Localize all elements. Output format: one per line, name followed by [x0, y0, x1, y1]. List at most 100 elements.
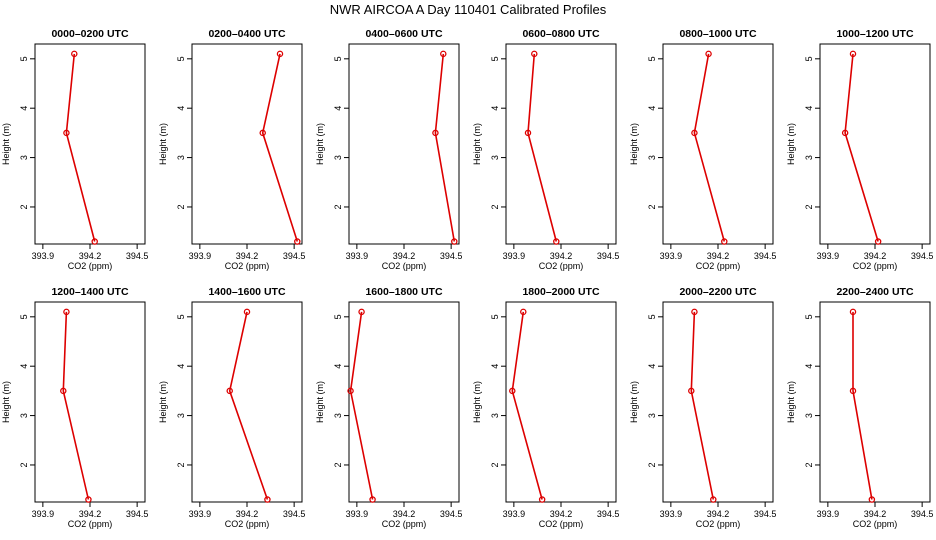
data-point: [226, 387, 233, 395]
y-tick-label: 2: [19, 204, 29, 209]
data-point: [553, 238, 560, 245]
x-axis-label: CO2 (ppm): [382, 519, 427, 529]
panel-title: 0000–0200 UTC: [51, 28, 128, 40]
x-tick-label: 393.9: [503, 251, 526, 261]
data-point: [874, 238, 882, 245]
data-point: [524, 129, 532, 137]
y-tick-label: 5: [176, 314, 186, 319]
x-tick-label: 394.2: [707, 509, 730, 519]
profile-line: [261, 53, 299, 242]
x-tick-label: 394.5: [754, 251, 777, 261]
profile-line: [434, 53, 456, 242]
profile-panel: 0200–0400 UTC 393.9 394.2 394.5 CO2 (ppm) 2 3 4…: [158, 28, 305, 271]
plot-frame: [662, 43, 774, 245]
figure-title: NWR AIRCOA A Day 110401 Calibrated Profi…: [330, 2, 607, 17]
panel-title: 2200–2400 UTC: [836, 286, 913, 298]
x-axis-label: CO2 (ppm): [696, 519, 741, 529]
x-axis-label: CO2 (ppm): [696, 261, 741, 271]
x-tick-label: 394.2: [550, 509, 573, 519]
y-axis-label: Height (m): [1, 123, 11, 165]
y-axis-label: Height (m): [158, 381, 168, 423]
profile-panel: 2000–2200 UTC 393.9 394.2 394.5 CO2 (ppm) 2 3 4…: [629, 286, 776, 529]
data-point: [432, 129, 439, 137]
y-tick-label: 3: [176, 155, 186, 160]
data-point: [520, 308, 527, 316]
y-tick-label: 3: [19, 413, 29, 418]
panel-title: 0200–0400 UTC: [208, 28, 285, 40]
x-tick-label: 394.2: [864, 509, 887, 519]
x-tick-label: 394.2: [864, 251, 887, 261]
x-tick-label: 393.9: [346, 251, 369, 261]
y-axis-label: Height (m): [315, 123, 325, 165]
y-tick-label: 4: [647, 106, 657, 111]
y-tick-label: 3: [647, 413, 657, 418]
panel-title: 1000–1200 UTC: [836, 28, 913, 40]
y-tick-label: 4: [804, 364, 814, 369]
panel-title: 0800–1000 UTC: [679, 28, 756, 40]
y-axis-label: Height (m): [1, 381, 11, 423]
data-point: [849, 308, 857, 316]
x-tick-label: 394.2: [393, 509, 416, 519]
data-point: [509, 387, 516, 395]
x-tick-label: 394.2: [707, 251, 730, 261]
profile-panel: 1800–2000 UTC 393.9 394.2 394.5 CO2 (ppm) 2 3 4…: [472, 286, 619, 529]
x-tick-label: 394.5: [911, 509, 934, 519]
x-tick-label: 394.5: [283, 251, 306, 261]
data-point: [358, 308, 365, 316]
y-axis-label: Height (m): [786, 123, 796, 165]
y-tick-label: 5: [333, 56, 343, 61]
panel-title: 1200–1400 UTC: [51, 286, 128, 298]
data-point: [440, 50, 447, 58]
y-tick-label: 2: [647, 204, 657, 209]
y-tick-label: 5: [647, 56, 657, 61]
y-tick-label: 4: [804, 106, 814, 111]
plot-frame: [191, 43, 303, 245]
y-axis-label: Height (m): [158, 123, 168, 165]
y-tick-label: 5: [333, 314, 343, 319]
data-point: [264, 496, 271, 503]
x-tick-label: 393.9: [346, 509, 369, 519]
x-tick-label: 394.5: [911, 251, 934, 261]
y-tick-label: 5: [19, 314, 29, 319]
plot-frame: [348, 43, 460, 245]
data-point: [71, 50, 78, 58]
plot-frame: [505, 301, 617, 503]
y-axis-label: Height (m): [315, 381, 325, 423]
profile-line: [852, 311, 873, 500]
x-tick-label: 393.9: [189, 509, 212, 519]
y-tick-label: 5: [804, 314, 814, 319]
y-tick-label: 3: [804, 155, 814, 160]
y-tick-label: 4: [176, 364, 186, 369]
y-axis-label: Height (m): [472, 123, 482, 165]
x-tick-label: 393.9: [817, 509, 840, 519]
y-tick-label: 2: [490, 462, 500, 467]
x-tick-label: 394.2: [550, 251, 573, 261]
y-tick-label: 2: [333, 204, 343, 209]
data-point: [531, 50, 538, 58]
x-tick-label: 394.5: [754, 509, 777, 519]
y-tick-label: 5: [176, 56, 186, 61]
y-tick-label: 2: [647, 462, 657, 467]
y-tick-label: 3: [490, 413, 500, 418]
data-point: [868, 496, 876, 503]
profile-line: [228, 311, 269, 500]
plot-frame: [191, 301, 303, 503]
plot-frame: [34, 43, 146, 245]
data-point: [347, 387, 354, 395]
x-tick-label: 394.5: [126, 251, 149, 261]
panel-title: 1400–1600 UTC: [208, 286, 285, 298]
y-tick-label: 5: [490, 314, 500, 319]
y-tick-label: 3: [176, 413, 186, 418]
plot-frame: [819, 43, 931, 245]
data-point: [63, 308, 70, 316]
x-axis-label: CO2 (ppm): [68, 261, 113, 271]
panel-title: 1800–2000 UTC: [522, 286, 599, 298]
x-axis-label: CO2 (ppm): [225, 519, 270, 529]
y-tick-label: 5: [19, 56, 29, 61]
y-tick-label: 3: [804, 413, 814, 418]
data-point: [538, 496, 546, 503]
y-tick-label: 2: [176, 462, 186, 467]
data-point: [63, 129, 70, 137]
y-tick-label: 2: [176, 204, 186, 209]
